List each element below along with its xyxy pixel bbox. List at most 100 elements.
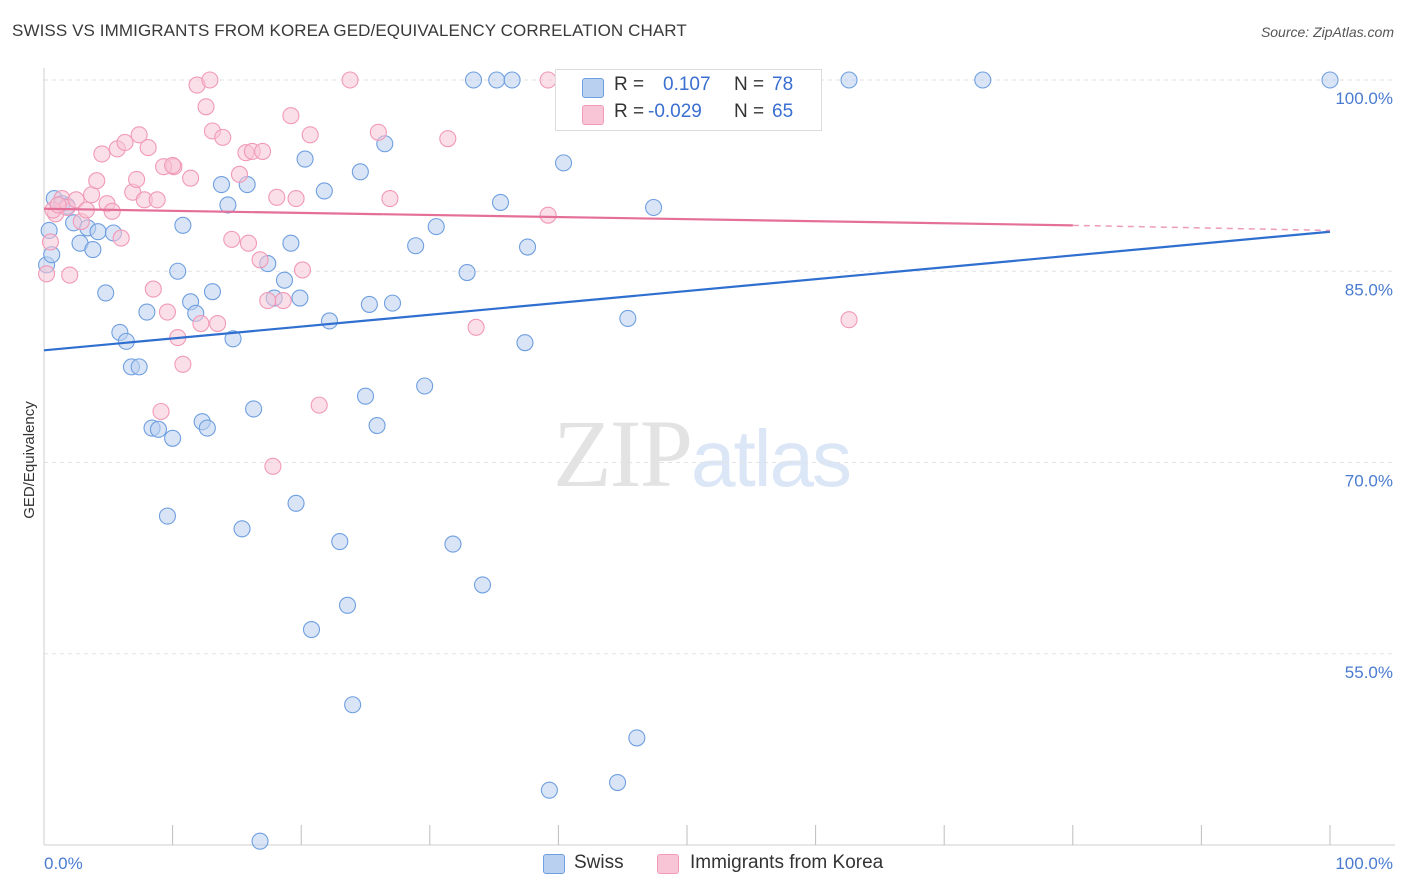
swiss-point xyxy=(130,358,148,376)
korea-point xyxy=(192,314,210,333)
korea-point xyxy=(282,107,300,125)
swiss-point xyxy=(291,289,309,307)
korea-point xyxy=(214,128,232,146)
r-value: 0.107 xyxy=(663,74,711,95)
korea-point xyxy=(88,172,106,190)
swiss-point xyxy=(275,271,294,289)
swiss-legend-swatch xyxy=(543,854,565,874)
swiss-point xyxy=(212,176,231,194)
korea-point xyxy=(287,190,305,208)
swiss-point xyxy=(97,284,115,302)
swiss-point xyxy=(444,535,462,553)
korea-point xyxy=(264,457,282,475)
r-value: -0.029 xyxy=(648,101,702,122)
swiss-point xyxy=(645,198,663,217)
swiss-point xyxy=(540,781,558,799)
swiss-point xyxy=(251,832,269,850)
korea-point xyxy=(128,170,146,188)
swiss-point xyxy=(518,238,537,256)
swiss-point xyxy=(233,520,251,538)
swiss-point xyxy=(320,312,339,330)
korea-point xyxy=(158,303,177,321)
swiss-point xyxy=(619,309,637,327)
korea-point xyxy=(49,196,67,214)
n-label: N = xyxy=(734,101,765,122)
n-label: N = xyxy=(734,74,765,95)
swiss-point xyxy=(368,416,386,435)
korea-point xyxy=(840,311,858,329)
swiss-point xyxy=(302,620,321,639)
swiss-point xyxy=(164,429,182,447)
r-label: R = xyxy=(614,101,645,122)
swiss-point xyxy=(149,420,168,438)
n-value: 65 xyxy=(772,101,794,122)
korea-point xyxy=(130,126,148,144)
swiss-point xyxy=(360,295,378,313)
korea-point xyxy=(301,126,319,144)
swiss-point xyxy=(84,241,102,259)
korea-point xyxy=(381,190,399,208)
swiss-point xyxy=(315,182,333,200)
y-tick-label: 85.0% xyxy=(1345,280,1393,299)
chart-source: Source: ZipAtlas.com xyxy=(1260,24,1394,40)
korea-point xyxy=(144,280,162,298)
r-label: R = xyxy=(614,74,645,95)
korea-trend-extension xyxy=(1072,224,1331,232)
korea-point xyxy=(268,188,286,206)
korea-point xyxy=(439,130,457,148)
swiss-point xyxy=(219,196,237,214)
korea-point xyxy=(209,314,227,333)
stats-legend: R = 0.107 N = 78 R = -0.029 N = 65 xyxy=(555,69,822,131)
korea-point xyxy=(164,156,182,174)
korea-point xyxy=(341,71,359,89)
korea-point xyxy=(112,229,130,247)
tick-labels: 100.0% 85.0% 70.0% 55.0% 0.0% 100.0% xyxy=(44,89,1393,873)
x-tick-label-left: 0.0% xyxy=(44,854,83,873)
swiss-point xyxy=(383,294,402,312)
korea-point xyxy=(93,145,111,163)
swiss-point xyxy=(224,330,242,348)
swiss-point xyxy=(427,218,445,236)
swiss-point xyxy=(974,71,992,89)
watermark: ZIPatlas xyxy=(553,398,852,509)
korea-point xyxy=(254,142,272,160)
korea-point xyxy=(223,230,241,248)
korea-point xyxy=(201,71,219,89)
swiss-trend-line xyxy=(43,230,1331,352)
grid xyxy=(44,79,1395,655)
swiss-point xyxy=(609,773,627,792)
swiss-point xyxy=(331,532,349,551)
korea-point xyxy=(310,396,328,414)
swiss-swatch xyxy=(582,78,604,98)
korea-point xyxy=(103,202,121,220)
swiss-point xyxy=(198,419,216,437)
swiss-point xyxy=(464,71,483,89)
watermark-zip: ZIP xyxy=(553,400,693,507)
swiss-point xyxy=(282,234,300,252)
swiss-point xyxy=(158,507,177,525)
korea-point xyxy=(274,292,292,310)
swiss-point xyxy=(407,237,425,255)
swiss-point xyxy=(491,193,510,211)
korea-point xyxy=(148,191,166,209)
swiss-point xyxy=(840,71,858,89)
korea-point xyxy=(182,169,200,187)
swiss-point xyxy=(174,216,192,234)
korea-legend-label: Immigrants from Korea xyxy=(690,852,884,873)
points-layer xyxy=(38,71,1339,850)
swiss-point xyxy=(89,223,107,241)
korea-legend-swatch xyxy=(657,854,679,874)
swiss-legend-label: Swiss xyxy=(574,852,624,873)
korea-point xyxy=(239,234,258,252)
korea-point xyxy=(61,266,79,284)
korea-point xyxy=(67,191,85,209)
watermark-atlas: atlas xyxy=(691,414,852,503)
swiss-point xyxy=(344,696,362,714)
korea-point xyxy=(293,261,312,279)
x-tick-label-right: 100.0% xyxy=(1335,854,1393,873)
korea-point xyxy=(259,292,277,310)
korea-point xyxy=(139,139,157,157)
korea-point xyxy=(539,71,557,89)
swiss-point xyxy=(1321,71,1339,89)
